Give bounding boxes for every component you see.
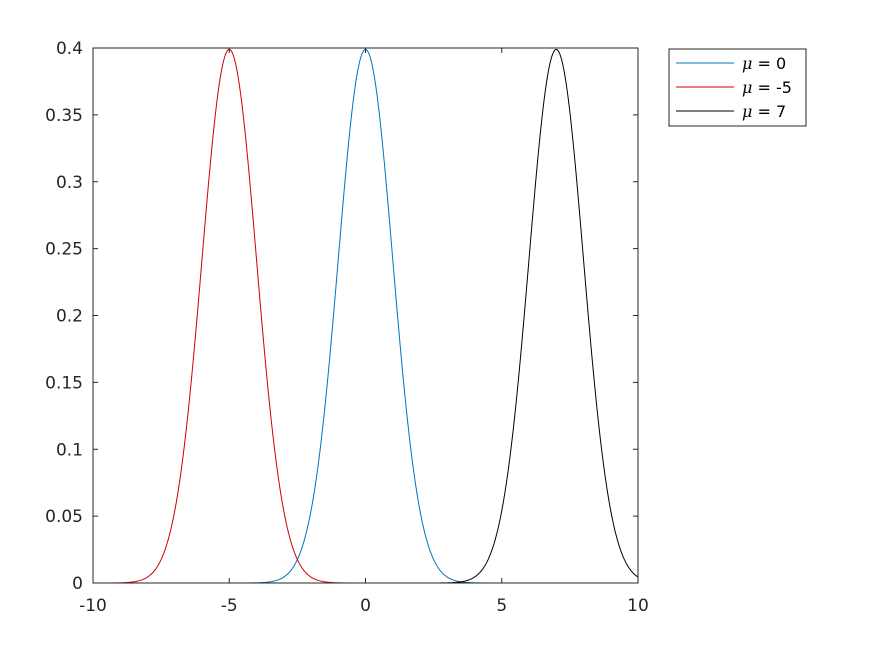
y-tick-label: 0 — [72, 574, 83, 594]
legend-label-text: = 0 — [752, 54, 786, 73]
x-tick-label: 5 — [496, 596, 507, 616]
legend-label-symbol: μ — [742, 54, 752, 73]
axes-box — [92, 47, 639, 584]
legend-label: μ = 0 — [742, 54, 786, 73]
y-tick-label: 0.25 — [45, 240, 83, 260]
legend: μ = 0μ = -5μ = 7 — [668, 48, 807, 127]
legend-entry: μ = 0 — [676, 54, 786, 73]
x-tick-label: -10 — [79, 596, 107, 616]
y-tick-label: 0.1 — [56, 440, 83, 460]
legend-label-symbol: μ — [742, 78, 752, 97]
plot-background — [93, 48, 638, 583]
y-tick-label: 0.3 — [56, 173, 83, 193]
y-tick-label: 0.15 — [45, 373, 83, 393]
legend-label-text: = 7 — [752, 102, 786, 121]
y-tick-label: 0.05 — [45, 507, 83, 527]
legend-label-text: = -5 — [752, 78, 792, 97]
legend-entry: μ = 7 — [676, 102, 786, 121]
legend-label: μ = 7 — [742, 102, 786, 121]
x-tick-label: -5 — [221, 596, 238, 616]
legend-label-symbol: μ — [742, 102, 752, 121]
y-tick-label: 0.4 — [56, 39, 83, 59]
legend-label: μ = -5 — [742, 78, 792, 97]
y-tick-label: 0.2 — [56, 307, 83, 327]
x-tick-label: 10 — [627, 596, 649, 616]
tick-layer: -10 -5 0 5 10 0 0.05 0.1 0.15 0.2 0.25 0.3 0.35 0.4 — [45, 39, 649, 616]
y-tick-label: 0.35 — [45, 106, 83, 126]
x-tick-label: 0 — [360, 596, 371, 616]
legend-entry: μ = -5 — [676, 78, 792, 97]
